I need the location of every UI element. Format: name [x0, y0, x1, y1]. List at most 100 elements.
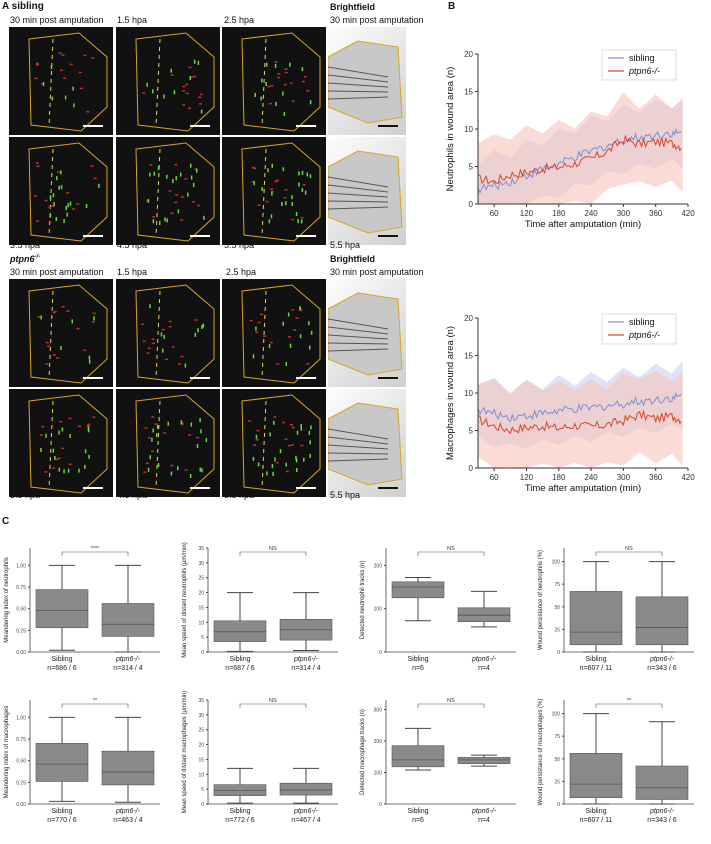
red-cell — [66, 192, 70, 194]
category-label: Sibling — [407, 656, 428, 663]
x-axis-label: Time after amputation (min) — [525, 483, 641, 494]
mutant-title-sup: -/- — [34, 254, 41, 260]
significance-label: NS — [269, 698, 277, 704]
red-cell — [253, 444, 257, 446]
green-cell — [63, 469, 65, 474]
green-cell — [301, 170, 304, 175]
red-cell — [52, 467, 56, 470]
y-tick-label: 75 — [554, 734, 560, 740]
box — [391, 581, 445, 599]
green-cell — [54, 455, 56, 460]
red-cell — [168, 320, 172, 323]
green-cell — [193, 59, 196, 64]
red-cell — [251, 180, 255, 183]
scale-bar — [190, 487, 210, 489]
category-label: ptpn6-/- — [293, 808, 319, 815]
green-cell — [271, 191, 273, 196]
y-tick-label: 20 — [464, 50, 473, 59]
fin-ray — [328, 334, 389, 340]
amputation-line — [48, 38, 54, 128]
red-cell — [151, 342, 155, 344]
green-cell — [189, 473, 192, 478]
label-top-1: 30 min post amputation — [10, 15, 104, 25]
red-cell — [303, 75, 307, 78]
green-cell — [304, 190, 307, 195]
significance-label: NS — [625, 546, 633, 552]
y-tick-label: 20 — [198, 591, 204, 597]
green-cell — [295, 455, 297, 460]
fin-ray — [328, 66, 389, 78]
sample-size-label: n=607 / 11 — [580, 817, 613, 824]
panel-b-label: B — [448, 1, 456, 12]
green-cell — [194, 332, 197, 337]
green-cell — [49, 213, 52, 218]
green-cell — [295, 211, 298, 216]
y-tick-label: 25 — [198, 728, 204, 734]
green-cell — [260, 96, 262, 101]
red-cell — [83, 349, 87, 352]
green-cell — [203, 215, 205, 220]
mutant-series-line — [477, 134, 682, 185]
green-cell — [306, 172, 309, 177]
box — [457, 607, 511, 622]
green-cell — [291, 195, 293, 200]
red-cell — [91, 321, 95, 323]
category-label: ptpn6-/- — [115, 808, 141, 815]
y-tick-label: 0.50 — [16, 759, 26, 765]
sibling-series-line — [477, 391, 682, 423]
box — [635, 596, 689, 646]
significance-bracket — [595, 703, 663, 708]
green-cell — [289, 343, 292, 348]
red-cell — [154, 423, 158, 425]
red-cell — [252, 166, 256, 169]
green-cell — [98, 183, 100, 188]
red-cell — [41, 425, 45, 428]
x-tick-label: 120 — [520, 473, 534, 482]
fin-outline — [28, 394, 108, 494]
category-label: ptpn6-/- — [649, 808, 675, 815]
green-cell — [167, 421, 169, 426]
mutant-series-line — [477, 409, 682, 435]
fin-outline — [241, 142, 321, 242]
y-tick-label: 50 — [554, 605, 560, 611]
red-cell — [275, 462, 279, 464]
red-cell — [68, 417, 72, 420]
green-cell — [279, 449, 282, 454]
red-cell — [199, 93, 203, 96]
green-cell — [261, 78, 263, 83]
red-cell — [152, 216, 156, 218]
significance-bracket — [61, 703, 129, 708]
red-cell — [273, 416, 277, 418]
brightfield-title-top: Brightfield — [330, 2, 375, 12]
y-tick-label: 10 — [464, 389, 473, 398]
scale-bar — [83, 235, 103, 237]
green-cell — [177, 466, 179, 471]
y-tick-label: 0 — [469, 464, 474, 473]
green-cell — [297, 219, 299, 224]
red-cell — [263, 335, 267, 337]
red-cell — [168, 326, 172, 328]
green-cell — [282, 167, 285, 172]
red-cell — [180, 355, 184, 358]
green-cell — [156, 424, 159, 429]
y-tick-label: 0 — [557, 650, 560, 656]
y-axis-label: Wound persistance of neutrophils (%) — [538, 550, 544, 650]
y-tick-label: 25 — [554, 627, 560, 633]
red-cell — [45, 341, 49, 344]
green-cell — [301, 188, 304, 193]
mutant-label-top-3: 2.5 hpa — [226, 267, 257, 277]
red-cell — [47, 345, 51, 348]
red-cell — [257, 204, 261, 206]
green-cell — [308, 321, 310, 326]
significance-label: NS — [447, 698, 455, 704]
red-cell — [300, 444, 304, 447]
scale-bar — [296, 125, 316, 127]
red-cell — [174, 201, 178, 204]
amputation-line — [155, 400, 161, 490]
red-cell — [44, 199, 48, 202]
legend-box — [601, 313, 677, 345]
green-cell — [269, 432, 271, 437]
y-tick-label: 100 — [374, 770, 383, 776]
red-cell — [76, 203, 80, 205]
green-cell — [63, 219, 65, 224]
